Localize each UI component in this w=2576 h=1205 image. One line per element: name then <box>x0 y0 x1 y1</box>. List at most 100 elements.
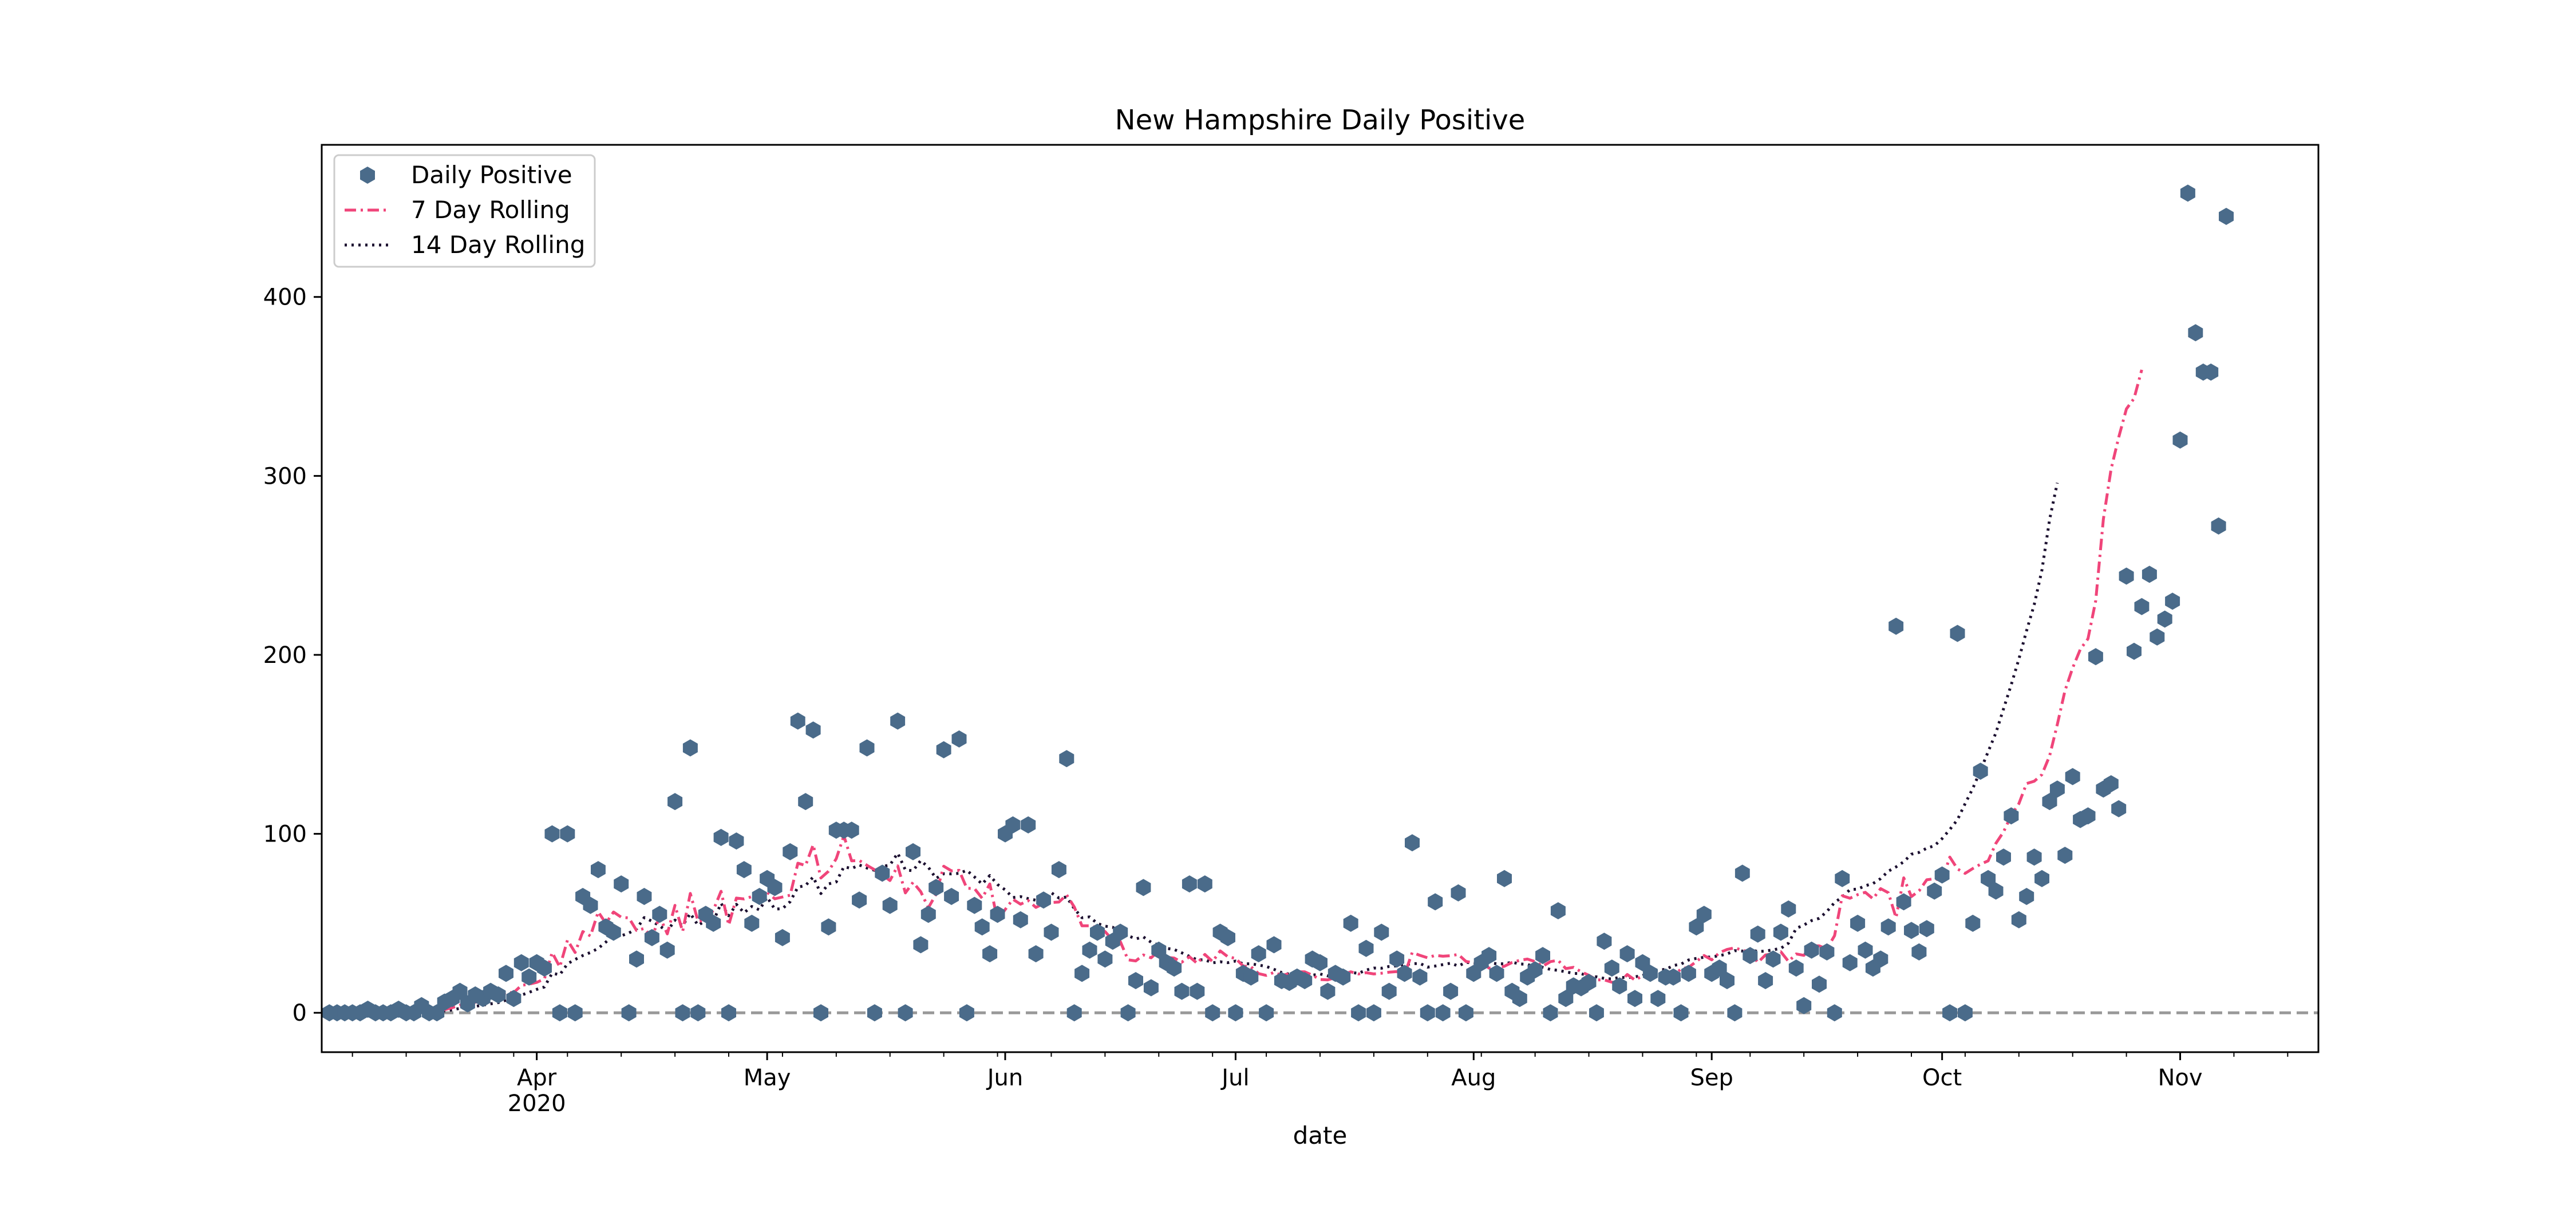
rolling-14-day-line <box>429 482 2059 1013</box>
daily-positive-point <box>1627 990 1642 1008</box>
daily-positive-point <box>1927 882 1942 900</box>
daily-positive-point <box>1735 864 1750 882</box>
daily-positive-point <box>682 739 698 757</box>
daily-positive-point <box>1182 875 1197 893</box>
daily-positive-point <box>890 712 906 730</box>
daily-positive-point <box>637 888 652 905</box>
daily-positive-point <box>920 906 936 923</box>
daily-positive-point <box>552 1004 567 1022</box>
daily-positive-point <box>567 1004 583 1022</box>
daily-positive-point <box>1673 1004 1689 1022</box>
daily-positive-point <box>1812 975 1827 993</box>
daily-positive-point <box>1527 961 1543 979</box>
daily-positive-point <box>2080 807 2096 825</box>
daily-positive-point <box>1543 1004 1558 1022</box>
daily-positive-point <box>491 986 506 1003</box>
daily-positive-point <box>1835 870 1850 887</box>
daily-positive-point <box>1044 923 1059 941</box>
daily-positive-point <box>1720 972 1735 989</box>
daily-positive-point <box>667 793 683 811</box>
daily-positive-point <box>706 914 721 932</box>
x-tick-label: Aug <box>1451 1065 1496 1091</box>
daily-positive-point <box>1420 1004 1435 1022</box>
daily-positive-point <box>1743 947 1758 965</box>
daily-positive-point <box>982 945 998 963</box>
daily-positive-point <box>721 1004 736 1022</box>
daily-positive-point <box>2127 642 2142 660</box>
daily-positive-point <box>1374 923 1389 941</box>
daily-positive-point <box>1727 1004 1743 1022</box>
daily-positive-point <box>690 1004 706 1022</box>
daily-positive-point <box>2034 870 2049 887</box>
daily-positive-point <box>1059 750 1074 768</box>
daily-positive-point <box>744 914 760 932</box>
daily-positive-point <box>1074 965 1090 982</box>
daily-positive-point <box>621 1004 637 1022</box>
daily-positive-point <box>1850 914 1866 932</box>
daily-positive-point <box>560 825 575 843</box>
hexagon-marker-icon <box>360 167 375 184</box>
daily-positive-point <box>736 861 752 879</box>
daily-positive-point <box>898 1004 913 1022</box>
daily-positive-point <box>1051 861 1066 879</box>
y-tick-label: 0 <box>293 1000 307 1026</box>
daily-positive-point <box>959 1004 974 1022</box>
daily-positive-point <box>652 906 667 923</box>
daily-positive-point <box>1942 1004 1958 1022</box>
daily-positive-point <box>1981 870 1996 887</box>
daily-positive-point <box>2111 800 2127 817</box>
daily-positive-point <box>1336 968 1351 986</box>
daily-positive-point <box>1036 891 1051 909</box>
daily-positive-point <box>1343 914 1358 932</box>
daily-positive-point <box>859 739 875 757</box>
legend-item-daily-positive: Daily Positive <box>360 161 572 189</box>
x-tick-label: Apr <box>517 1065 557 1091</box>
daily-positive-point <box>1028 945 1044 963</box>
daily-positive-point <box>1013 911 1028 929</box>
daily-positive-point <box>906 843 920 860</box>
daily-positive-point <box>2004 807 2019 825</box>
daily-positive-point <box>752 888 767 905</box>
daily-positive-point <box>882 896 898 914</box>
daily-positive-point <box>813 1004 828 1022</box>
daily-positive-point <box>1405 834 1420 852</box>
daily-positive-point <box>944 888 959 905</box>
daily-positive-point <box>2165 592 2180 610</box>
daily-positive-point <box>1351 1004 1366 1022</box>
daily-positive-point <box>783 843 798 860</box>
legend-item-14-day-rolling: 14 Day Rolling <box>345 231 585 259</box>
y-tick-label: 200 <box>263 642 307 669</box>
daily-positive-point <box>544 825 560 843</box>
x-axis-label: date <box>1293 1121 1348 1149</box>
daily-positive-point <box>1550 902 1566 919</box>
daily-positive-point <box>1819 943 1835 961</box>
daily-positive-point <box>1243 968 1259 986</box>
daily-positive-point <box>2211 517 2226 535</box>
daily-positive-point <box>659 941 675 959</box>
daily-positive-point <box>583 896 598 914</box>
daily-positive-point <box>1619 945 1635 963</box>
y-tick-label: 400 <box>263 285 307 311</box>
daily-positive-point <box>1758 972 1773 989</box>
daily-positive-point <box>1143 979 1159 997</box>
daily-positive-point <box>614 875 629 893</box>
daily-positive-point <box>2150 628 2165 646</box>
daily-positive-point <box>2049 780 2065 798</box>
daily-positive-point <box>1888 618 1904 635</box>
daily-positive-point <box>1804 941 1819 959</box>
daily-positive-point <box>1320 982 1336 1000</box>
daily-positive-point <box>990 906 1005 923</box>
x-tick-label: Nov <box>2158 1065 2202 1091</box>
daily-positive-point <box>1113 923 1128 941</box>
daily-positive-point <box>1412 968 1428 986</box>
x-tick-label: May <box>744 1065 791 1091</box>
daily-positive-point <box>767 879 783 896</box>
daily-positive-point <box>1597 933 1612 950</box>
daily-positive-point <box>929 879 944 896</box>
daily-positive-point <box>2188 324 2203 342</box>
daily-positive-point <box>1451 884 1466 902</box>
daily-positive-point <box>1973 762 1988 780</box>
